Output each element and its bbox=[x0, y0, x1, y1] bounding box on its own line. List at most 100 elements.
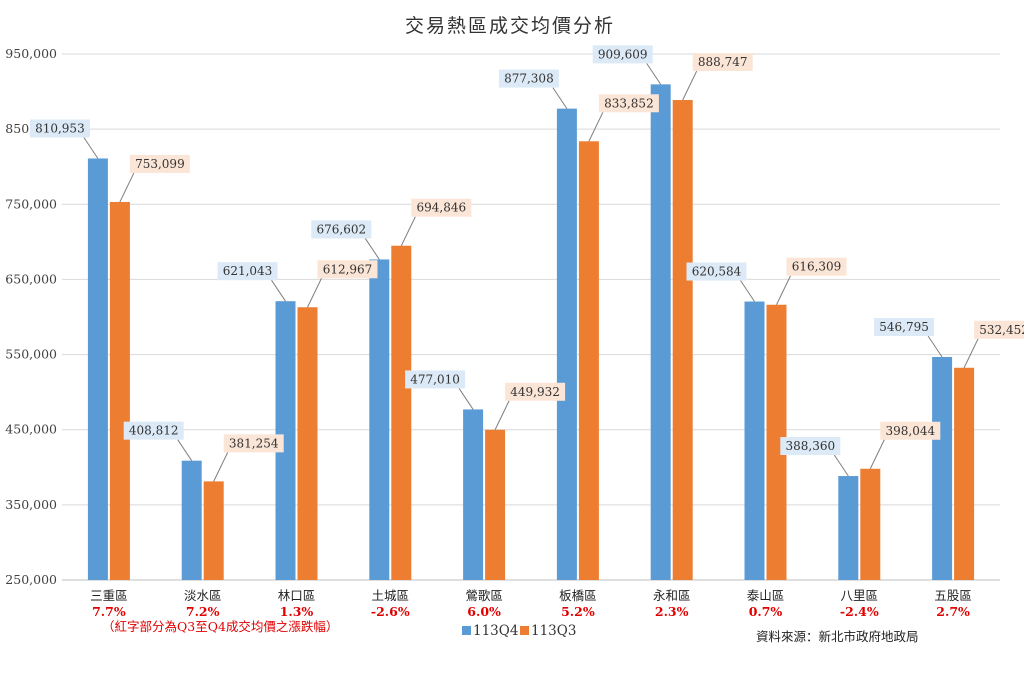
y-tick-label: 650,000 bbox=[5, 271, 57, 286]
data-label-box-113q3 bbox=[786, 257, 847, 276]
leader-line-113q3 bbox=[400, 216, 416, 246]
chart-title: 交易熱區成交均價分析 bbox=[405, 15, 615, 37]
y-tick-label: 250,000 bbox=[5, 572, 57, 587]
change-percent-label: 6.0% bbox=[467, 604, 501, 619]
data-label-113q3: 381,254 bbox=[229, 436, 279, 450]
data-label-box-113q4 bbox=[311, 220, 372, 239]
change-percent-label: 7.7% bbox=[92, 604, 126, 619]
legend-label-113q3: 113Q3 bbox=[531, 623, 576, 639]
bar-113q3 bbox=[297, 307, 318, 580]
leader-line-113q3 bbox=[869, 439, 885, 469]
source-note: 資料來源：新北市政府地政局 bbox=[756, 629, 919, 644]
x-category-label: 鶯歌區 bbox=[465, 588, 503, 603]
change-percent-label: -2.6% bbox=[371, 604, 410, 619]
bar-113q3 bbox=[860, 468, 881, 580]
leader-line-113q3 bbox=[776, 275, 791, 305]
data-label-113q3: 449,932 bbox=[510, 385, 560, 399]
legend: 113Q4 113Q3 bbox=[462, 623, 576, 639]
leader-line-113q3 bbox=[494, 400, 510, 430]
data-label-113q4: 676,602 bbox=[316, 222, 366, 236]
leader-line-113q4 bbox=[740, 280, 755, 302]
leader-line-113q4 bbox=[646, 63, 662, 85]
leader-line-113q3 bbox=[682, 70, 698, 101]
leader-line-113q3 bbox=[307, 278, 322, 308]
bar-113q3 bbox=[485, 429, 506, 580]
leader-line-113q4 bbox=[271, 279, 286, 302]
bar-113q4 bbox=[744, 301, 765, 580]
bar-113q3 bbox=[203, 481, 224, 580]
change-percent-label: 2.3% bbox=[655, 604, 689, 619]
bar-113q3 bbox=[109, 201, 130, 580]
data-label-113q4: 477,010 bbox=[410, 372, 460, 386]
bar-113q4 bbox=[463, 409, 484, 580]
change-percent-label: -2.4% bbox=[840, 604, 879, 619]
legend-swatch-113q4 bbox=[462, 626, 471, 635]
bar-113q4 bbox=[369, 259, 390, 580]
data-label-box-113q4 bbox=[217, 262, 278, 281]
leader-line-113q3 bbox=[588, 112, 604, 142]
leader-line-113q4 bbox=[927, 335, 943, 358]
data-label-box-113q4 bbox=[592, 45, 653, 64]
leader-line-113q3 bbox=[963, 338, 979, 368]
label-leader-lines bbox=[83, 63, 979, 482]
legend-swatch-113q3 bbox=[520, 626, 529, 635]
bar-113q4 bbox=[181, 460, 202, 580]
bar-113q4 bbox=[275, 301, 296, 580]
bar-113q3 bbox=[578, 141, 599, 581]
leader-line-113q4 bbox=[177, 439, 193, 461]
bar-113q4 bbox=[838, 476, 859, 580]
bar-113q3 bbox=[766, 304, 787, 580]
data-label-box-113q4 bbox=[874, 317, 935, 336]
data-label-113q4: 388,360 bbox=[785, 439, 835, 453]
data-label-box-113q3 bbox=[974, 320, 1024, 339]
data-label-box-113q3 bbox=[411, 198, 472, 217]
leader-line-113q4 bbox=[833, 454, 849, 477]
x-category-label: 板橋區 bbox=[559, 588, 597, 603]
data-label-box-113q3 bbox=[317, 260, 378, 279]
data-label-113q4: 621,043 bbox=[223, 264, 273, 278]
y-tick-label: 950,000 bbox=[5, 46, 57, 61]
data-label-box-113q3 bbox=[598, 94, 659, 113]
change-percent-label: 7.2% bbox=[186, 604, 220, 619]
y-tick-label: 550,000 bbox=[5, 347, 57, 362]
y-tick-label: 450,000 bbox=[5, 422, 57, 437]
data-label-box-113q4 bbox=[780, 437, 841, 456]
y-tick-label: 350,000 bbox=[5, 497, 57, 512]
data-label-box-113q3 bbox=[880, 421, 941, 440]
x-category-label: 八里區 bbox=[841, 588, 879, 603]
leader-line-113q3 bbox=[213, 452, 229, 482]
leader-line-113q4 bbox=[83, 137, 99, 159]
data-label-box-113q3 bbox=[692, 53, 753, 72]
bar-113q4 bbox=[650, 84, 671, 580]
data-label-113q3: 616,309 bbox=[792, 260, 842, 274]
change-percent-label: 5.2% bbox=[561, 604, 595, 619]
data-label-113q3: 888,747 bbox=[698, 55, 748, 69]
data-label-box-113q3 bbox=[223, 434, 284, 453]
data-label-113q3: 612,967 bbox=[323, 262, 373, 276]
data-label-box-113q4 bbox=[123, 421, 184, 440]
x-category-label: 淡水區 bbox=[184, 588, 222, 603]
data-label-113q3: 532,452 bbox=[979, 323, 1024, 337]
x-category-label: 泰山區 bbox=[747, 588, 785, 603]
data-label-113q3: 833,852 bbox=[604, 96, 654, 110]
data-label-113q4: 909,609 bbox=[598, 47, 648, 61]
leader-line-113q3 bbox=[119, 172, 135, 203]
data-label-113q3: 694,846 bbox=[416, 201, 466, 215]
data-label-box-113q4 bbox=[29, 119, 90, 138]
data-label-box-113q3 bbox=[505, 382, 566, 401]
legend-label-113q4: 113Q4 bbox=[473, 623, 518, 639]
bar-113q3 bbox=[954, 367, 975, 580]
change-note: （紅字部分為Q3至Q4成交均價之漲跌幅） bbox=[102, 619, 338, 634]
x-category-label: 永和區 bbox=[653, 588, 691, 603]
bar-113q3 bbox=[391, 245, 412, 580]
data-label-113q4: 810,953 bbox=[35, 121, 85, 135]
data-label-113q4: 877,308 bbox=[504, 72, 554, 86]
data-label-box-113q4 bbox=[405, 370, 466, 389]
data-label-box-113q4 bbox=[498, 69, 559, 88]
data-labels: 810,953 753,099 408,812 381,254 621,043 612,9… bbox=[29, 45, 1024, 456]
leader-line-113q4 bbox=[552, 87, 568, 109]
bars bbox=[87, 84, 975, 581]
data-label-113q4: 546,795 bbox=[879, 320, 929, 334]
